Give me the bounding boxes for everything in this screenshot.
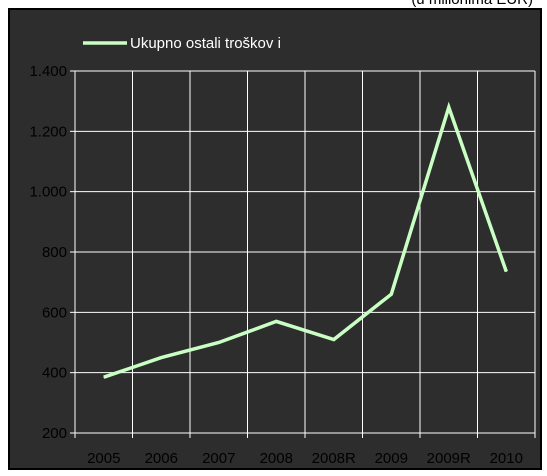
x-tick-label: 2006 [145,450,178,467]
data-point [505,271,507,273]
y-tick-label: 1.400 [29,63,67,80]
y-tick-label: 1.000 [29,184,67,201]
x-tick-label: 2010 [490,450,523,467]
data-point [218,342,220,343]
x-tick-label: 2008 [260,450,293,467]
y-tick-label: 400 [42,365,67,382]
x-tick-label: 2009R [427,450,471,467]
chart-note: (u milionima EUR) [411,0,533,8]
series-line [103,101,508,379]
plot-area [8,8,542,470]
series-layer [103,101,508,379]
data-point [448,106,450,108]
data-point [333,338,335,340]
x-tick-label: 2007 [202,450,235,467]
grid-layer [70,70,536,438]
x-tick-label: 2008R [312,450,356,467]
legend: Ukupno ostali troškov i [83,35,281,52]
y-tick-label: 800 [42,244,67,261]
x-tick-label: 2009 [375,450,408,467]
data-point [103,376,105,378]
x-tick-labels: 2005 2006 2007 2008 2008R 2009 2009R 2010 [87,450,523,467]
y-tick-label: 600 [42,304,67,321]
data-point [275,320,277,322]
legend-label: Ukupno ostali troškov i [130,35,281,52]
x-tick-label: 2005 [87,450,120,467]
y-tick-label: 1.200 [29,123,67,140]
data-point [160,357,162,359]
data-point [390,293,392,295]
y-tick-labels: 200 400 600 800 1.000 1.200 1.400 [29,63,67,442]
y-tick-label: 200 [42,425,67,442]
